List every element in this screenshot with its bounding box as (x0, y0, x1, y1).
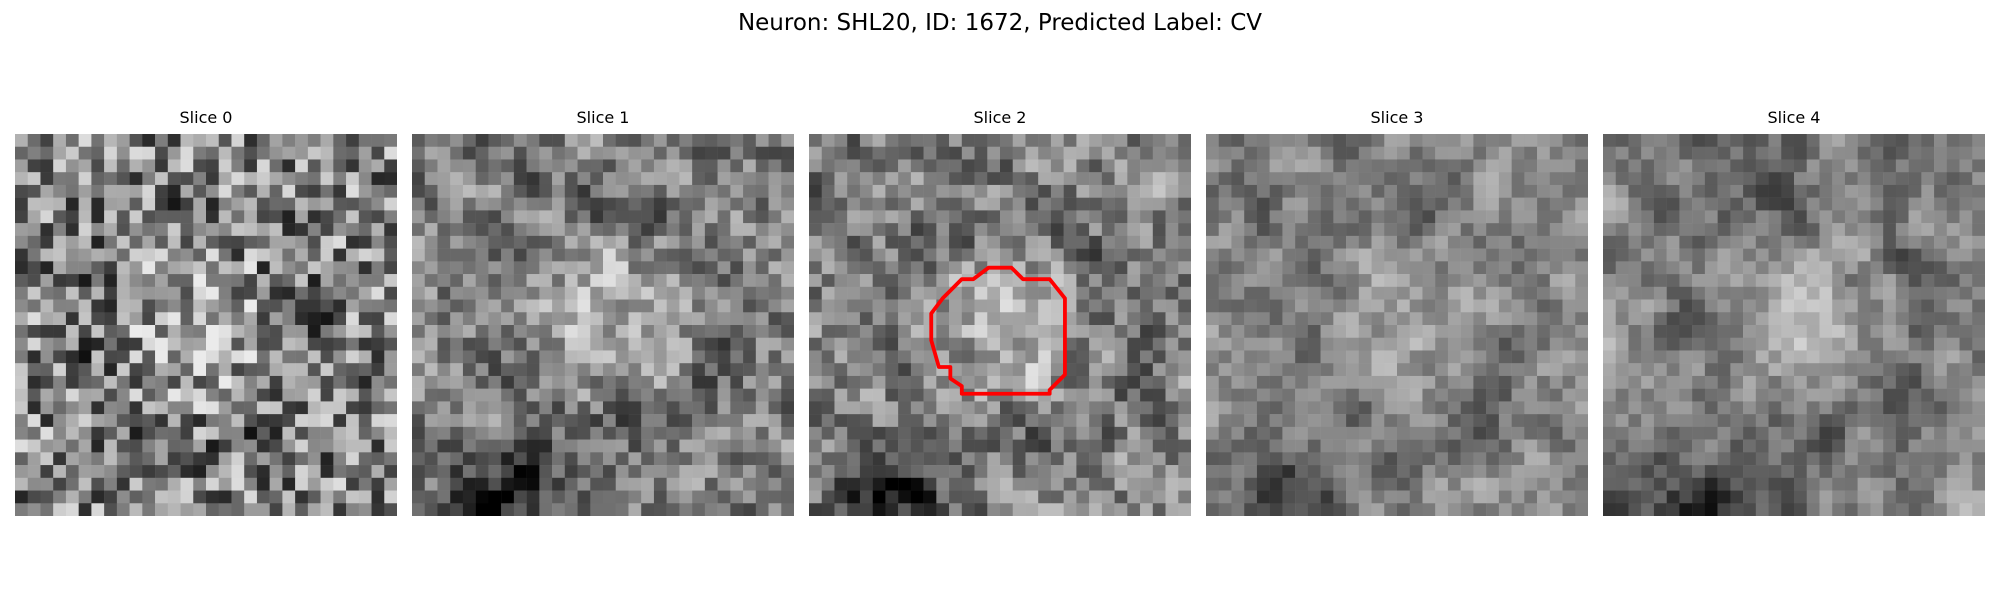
slice-image-4 (1603, 134, 1985, 516)
slice-title-2: Slice 2 (973, 108, 1027, 127)
slice-panel-2: Slice 2 (809, 108, 1191, 516)
slice-title-4: Slice 4 (1767, 108, 1821, 127)
slice-image-3 (1206, 134, 1588, 516)
slice-panel-0: Slice 0 (15, 108, 397, 516)
slice-image-0 (15, 134, 397, 516)
roi-contour (929, 265, 1067, 396)
slice-title-1: Slice 1 (576, 108, 630, 127)
slice-panel-3: Slice 3 (1206, 108, 1588, 516)
figure-title: Neuron: SHL20, ID: 1672, Predicted Label… (737, 10, 1263, 36)
slice-panel-4: Slice 4 (1603, 108, 1985, 516)
slice-image-1 (412, 134, 794, 516)
slice-title-0: Slice 0 (179, 108, 233, 127)
slice-panel-1: Slice 1 (412, 108, 794, 516)
slice-image-2 (809, 134, 1191, 516)
slice-title-3: Slice 3 (1370, 108, 1424, 127)
